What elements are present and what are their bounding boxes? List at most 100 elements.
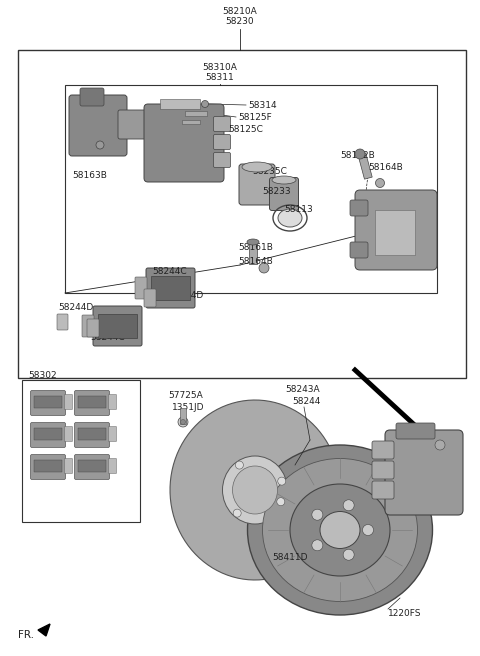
Circle shape: [312, 509, 323, 520]
Bar: [18, 50, 466, 378]
FancyBboxPatch shape: [355, 190, 437, 270]
FancyBboxPatch shape: [144, 289, 156, 307]
FancyBboxPatch shape: [108, 459, 117, 474]
FancyBboxPatch shape: [214, 117, 230, 131]
Circle shape: [435, 440, 445, 450]
Ellipse shape: [272, 176, 296, 184]
Ellipse shape: [248, 445, 432, 615]
Polygon shape: [38, 624, 50, 636]
FancyBboxPatch shape: [214, 152, 230, 167]
Circle shape: [375, 178, 384, 188]
Ellipse shape: [290, 484, 390, 576]
Polygon shape: [170, 400, 340, 580]
FancyBboxPatch shape: [93, 306, 142, 346]
Bar: [151, 276, 190, 300]
Text: 58163B: 58163B: [72, 171, 107, 180]
Bar: [185, 111, 207, 116]
Bar: [34, 396, 62, 408]
Text: 58233: 58233: [262, 188, 290, 197]
Ellipse shape: [320, 512, 360, 548]
Bar: [34, 428, 62, 440]
FancyBboxPatch shape: [372, 481, 394, 499]
FancyBboxPatch shape: [350, 242, 368, 258]
Text: 58162B: 58162B: [340, 150, 375, 159]
Bar: [78, 396, 106, 408]
Bar: [34, 460, 62, 472]
Text: 58210A: 58210A: [223, 7, 257, 16]
Bar: [180, 408, 186, 424]
Bar: [375, 210, 415, 255]
Text: 58125C: 58125C: [228, 125, 263, 134]
FancyBboxPatch shape: [108, 426, 117, 441]
FancyBboxPatch shape: [74, 422, 109, 447]
Bar: [182, 120, 200, 124]
Bar: [160, 99, 200, 109]
FancyBboxPatch shape: [350, 200, 368, 216]
Bar: [358, 153, 372, 179]
Circle shape: [178, 417, 188, 427]
Text: 58164B: 58164B: [238, 256, 273, 266]
Text: 58243A: 58243A: [285, 386, 320, 394]
FancyBboxPatch shape: [31, 422, 65, 447]
Text: FR.: FR.: [18, 630, 34, 640]
Text: 58311: 58311: [205, 73, 234, 83]
FancyBboxPatch shape: [214, 134, 230, 150]
Circle shape: [235, 461, 243, 469]
Text: 58113: 58113: [284, 205, 313, 215]
Bar: [98, 314, 137, 338]
FancyBboxPatch shape: [135, 277, 147, 299]
FancyBboxPatch shape: [372, 461, 394, 479]
Circle shape: [96, 141, 104, 149]
Ellipse shape: [278, 209, 302, 227]
Text: 58314: 58314: [248, 100, 276, 110]
Ellipse shape: [223, 456, 288, 524]
Text: 58411D: 58411D: [272, 554, 308, 562]
FancyBboxPatch shape: [74, 390, 109, 415]
FancyBboxPatch shape: [372, 441, 394, 459]
FancyBboxPatch shape: [144, 104, 224, 182]
Circle shape: [278, 477, 286, 485]
FancyBboxPatch shape: [74, 455, 109, 480]
Circle shape: [277, 498, 285, 506]
Bar: [78, 460, 106, 472]
Text: 1220FS: 1220FS: [388, 609, 421, 617]
FancyBboxPatch shape: [239, 164, 275, 205]
Text: 58244D: 58244D: [168, 291, 203, 300]
Text: 58244D: 58244D: [58, 304, 93, 312]
Text: 58244: 58244: [292, 398, 320, 407]
FancyBboxPatch shape: [64, 459, 72, 474]
Text: 58244C: 58244C: [152, 268, 187, 276]
FancyBboxPatch shape: [80, 88, 104, 106]
Bar: [65, 85, 437, 293]
Circle shape: [202, 100, 208, 108]
FancyBboxPatch shape: [69, 95, 127, 156]
FancyBboxPatch shape: [87, 319, 99, 337]
Ellipse shape: [242, 162, 272, 172]
Text: 58310A: 58310A: [203, 64, 238, 73]
FancyBboxPatch shape: [396, 423, 435, 439]
FancyBboxPatch shape: [146, 268, 195, 308]
Bar: [22, 380, 140, 522]
Circle shape: [362, 525, 373, 535]
Circle shape: [180, 419, 185, 424]
Circle shape: [233, 509, 241, 517]
FancyBboxPatch shape: [31, 455, 65, 480]
Text: 58125F: 58125F: [238, 112, 272, 121]
Text: 58235C: 58235C: [252, 167, 287, 176]
Text: 58230: 58230: [226, 18, 254, 26]
FancyBboxPatch shape: [108, 394, 117, 409]
Text: 58302: 58302: [28, 371, 57, 380]
Circle shape: [343, 549, 354, 560]
Circle shape: [355, 149, 365, 159]
FancyBboxPatch shape: [269, 178, 299, 211]
Text: 1351JD: 1351JD: [172, 403, 204, 413]
Text: 58164B: 58164B: [368, 163, 403, 173]
Text: 58161B: 58161B: [238, 243, 273, 253]
Ellipse shape: [263, 459, 418, 602]
FancyBboxPatch shape: [31, 390, 65, 415]
Text: 57725A: 57725A: [168, 392, 203, 401]
FancyBboxPatch shape: [64, 394, 72, 409]
FancyBboxPatch shape: [82, 315, 94, 337]
Bar: [78, 428, 106, 440]
Ellipse shape: [247, 239, 259, 245]
